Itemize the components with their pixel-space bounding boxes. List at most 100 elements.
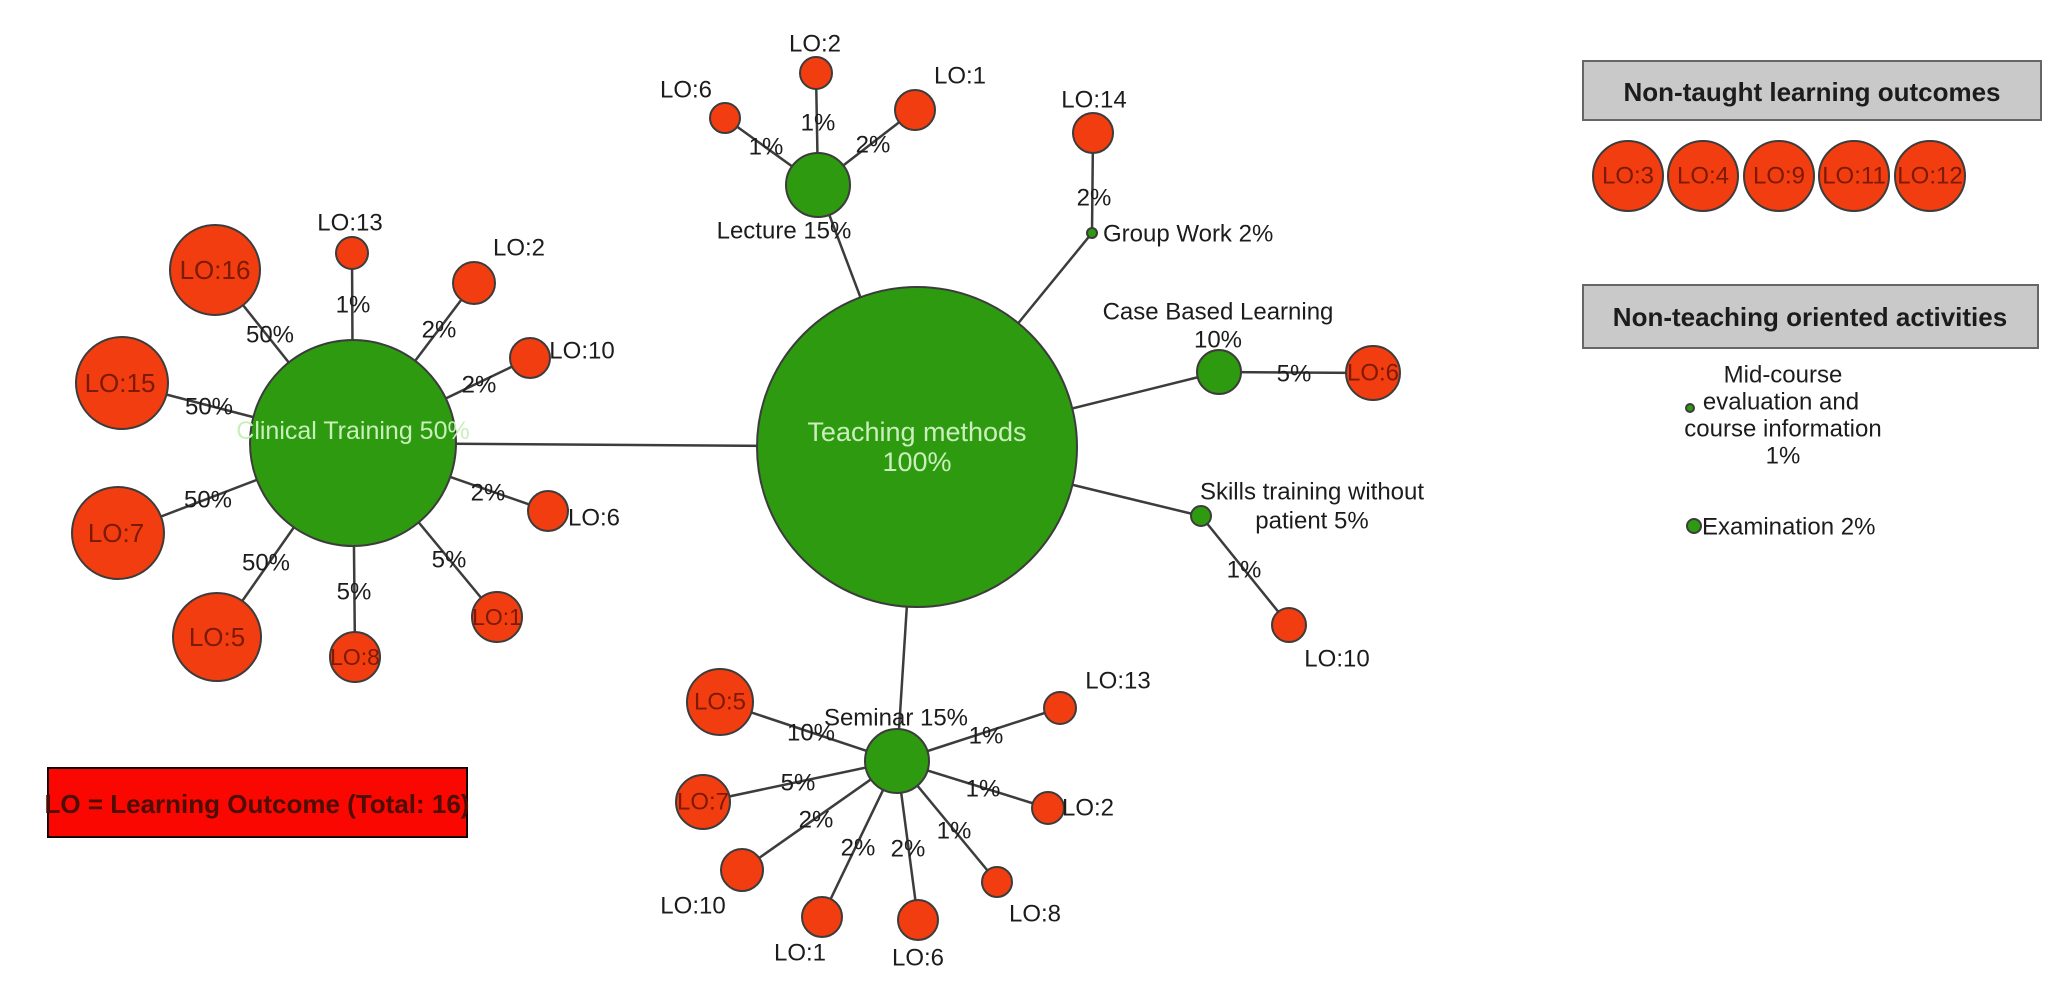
edge-seminar-sem-lo6-label: 2% xyxy=(891,836,926,863)
lec-lo2-node xyxy=(799,56,833,90)
non-teaching-legend-title: Non-teaching oriented activities xyxy=(1613,302,2007,332)
seminar-title: Seminar 15% xyxy=(824,705,968,732)
midcourse-line3: course information xyxy=(1684,416,1881,443)
edge-clinical-lo7-label: 50% xyxy=(184,487,232,514)
leg-lo12-label: LO:12 xyxy=(1897,163,1962,190)
lo-note-box xyxy=(47,767,468,838)
edge-clinical-lo16-label: 50% xyxy=(246,322,294,349)
edge-clinical-ct-lo13-label: 1% xyxy=(336,292,371,319)
sk-lo10-node xyxy=(1271,607,1307,643)
cbl-title: Case Based Learning xyxy=(1103,299,1334,326)
label-lo-2: LO:2 xyxy=(493,235,545,262)
skills-node xyxy=(1190,505,1212,527)
edge-lecture-lec-lo1-label: 2% xyxy=(856,132,891,159)
examination-label: Examination 2% xyxy=(1702,514,1875,541)
clinical-training-title: Clinical Training 50% xyxy=(236,417,469,445)
sem-lo2-node xyxy=(1031,791,1065,825)
edge-seminar-sem-lo13-label: 1% xyxy=(969,723,1004,750)
label-lo-1: LO:1 xyxy=(774,940,826,967)
seminar-node xyxy=(864,728,930,794)
label-lo-8: LO:8 xyxy=(1009,901,1061,928)
edge-cbl-cbl-lo6-label: 5% xyxy=(1277,361,1312,388)
edge-clinical-ct-lo1-label: 5% xyxy=(432,547,467,574)
label-lo-1: LO:1 xyxy=(934,63,986,90)
midcourse-line2: evaluation and xyxy=(1703,389,1859,416)
ct-lo10-node xyxy=(509,337,551,379)
label-lo-8: LO:8 xyxy=(330,644,380,670)
skills-title-line2: patient 5% xyxy=(1255,508,1368,535)
edge-seminar-sem-lo10-label: 2% xyxy=(799,807,834,834)
non-teaching-legend-box xyxy=(1582,284,2039,349)
leg-lo9-label: LO:9 xyxy=(1753,163,1805,190)
sem-lo1-node xyxy=(801,896,843,938)
label-lo-10: LO:10 xyxy=(1304,646,1369,673)
teaching-methods-title: Teaching methods xyxy=(807,417,1026,447)
label-lo-14: LO:14 xyxy=(1061,87,1126,114)
edge-skills-sk-lo10-label: 1% xyxy=(1227,557,1262,584)
label-lo-6: LO:6 xyxy=(660,77,712,104)
edge-seminar-sem-lo7 xyxy=(702,759,898,804)
edge-clinical-ct-lo2-label: 2% xyxy=(422,317,457,344)
edge-clinical-ct-lo10-label: 2% xyxy=(462,372,497,399)
edge-seminar-sem-lo2-label: 1% xyxy=(966,776,1001,803)
lec-lo6-node xyxy=(709,102,741,134)
group-work-title: Group Work 2% xyxy=(1103,221,1273,248)
leg-lo4-node xyxy=(1667,140,1739,212)
label-lo-6: LO:6 xyxy=(1347,360,1399,387)
lecture-node xyxy=(785,152,851,218)
lo5-node xyxy=(172,592,262,682)
label-lo-6: LO:6 xyxy=(568,505,620,532)
lo7-node xyxy=(71,486,165,580)
lec-lo1-node xyxy=(894,89,936,131)
midcourse-dot-node xyxy=(1685,403,1695,413)
sem-lo6-node xyxy=(897,899,939,941)
leg-lo11-node xyxy=(1818,140,1890,212)
edge-clinical-lo15-label: 50% xyxy=(185,394,233,421)
label-lo-13: LO:13 xyxy=(1085,668,1150,695)
cbl-percent: 10% xyxy=(1194,327,1242,354)
sem-lo7-node xyxy=(675,774,731,830)
non-taught-legend-box xyxy=(1582,60,2042,121)
lo8-node xyxy=(329,631,381,683)
edge-clinical-lo5-label: 50% xyxy=(242,550,290,577)
lo16-node xyxy=(169,224,261,316)
leg-lo3-node xyxy=(1592,140,1664,212)
cbl-lo6-node xyxy=(1345,345,1401,401)
groupwork-node xyxy=(1086,227,1098,239)
edge-seminar-sem-lo7-label: 5% xyxy=(781,770,816,797)
exam-dot-node xyxy=(1686,518,1702,534)
leg-lo3-label: LO:3 xyxy=(1602,163,1654,190)
label-lo-5: LO:5 xyxy=(694,689,746,716)
edge-seminar-sem-lo1-label: 2% xyxy=(841,835,876,862)
midcourse-line1: Mid-course xyxy=(1724,362,1843,389)
label-lo-13: LO:13 xyxy=(317,210,382,237)
clinical-node xyxy=(249,339,457,547)
edge-lecture-lec-lo2-label: 1% xyxy=(801,110,836,137)
edge-clinical-ct-lo6-label: 2% xyxy=(471,480,506,507)
sem-lo13-node xyxy=(1043,691,1077,725)
teaching-methods-percent: 100% xyxy=(882,447,951,477)
leg-lo11-label: LO:11 xyxy=(1822,163,1886,190)
label-lo-10: LO:10 xyxy=(660,893,725,920)
label-lo-16: LO:16 xyxy=(180,255,251,285)
skills-title-line1: Skills training without xyxy=(1200,479,1424,506)
label-lo-7: LO:7 xyxy=(677,789,729,816)
cbl-node xyxy=(1196,349,1242,395)
leg-lo4-label: LO:4 xyxy=(1677,163,1729,190)
teaching-node xyxy=(756,286,1078,608)
edge-clinical-lo8-label: 5% xyxy=(337,579,372,606)
label-lo-15: LO:15 xyxy=(85,368,156,398)
edge-skills-sk-lo10 xyxy=(1200,515,1290,626)
label-lo-7: LO:7 xyxy=(88,518,144,548)
label-lo-2: LO:2 xyxy=(1062,795,1114,822)
edge-groupwork-lo14-label: 2% xyxy=(1077,185,1112,212)
label-lo-2: LO:2 xyxy=(789,31,841,58)
non-taught-legend-title: Non-taught learning outcomes xyxy=(1624,77,2001,107)
lo15-node xyxy=(75,336,169,430)
label-lo-1: LO:1 xyxy=(472,604,522,630)
ct-lo2-node xyxy=(452,261,496,305)
midcourse-percent: 1% xyxy=(1766,443,1801,470)
ct-lo1-node xyxy=(471,591,523,643)
